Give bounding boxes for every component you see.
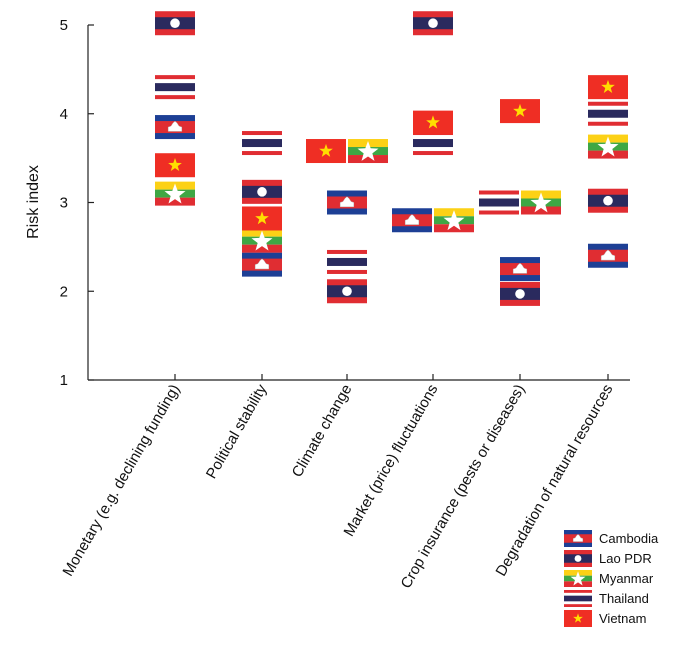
legend-flag-myanmar-icon xyxy=(564,570,592,587)
y-tick-label: 4 xyxy=(60,106,68,123)
y-tick-label: 3 xyxy=(60,195,68,212)
legend-item: Thailand xyxy=(564,590,649,607)
legend-item: Myanmar xyxy=(564,570,654,587)
flag-marker-laos xyxy=(588,188,628,213)
y-axis: 1 2 3 4 5 xyxy=(60,17,94,389)
flag-marker-vietnam xyxy=(588,75,628,100)
flag-marker-cambodia xyxy=(392,208,432,233)
flag-marker-cambodia xyxy=(588,243,628,268)
legend-label: Vietnam xyxy=(599,611,646,626)
y-axis-title: Risk index xyxy=(25,165,42,239)
flag-marker-thailand xyxy=(242,131,282,156)
legend-item: Lao PDR xyxy=(564,550,652,567)
x-category-label: Market (price) fluctuations xyxy=(340,382,441,540)
legend-item: Vietnam xyxy=(564,610,646,627)
legend: Cambodia Lao PDR Myanmar Thailand Vietnam xyxy=(564,530,659,627)
legend-flag-laos-icon xyxy=(564,550,592,567)
flag-marker-myanmar xyxy=(588,134,628,159)
flag-marker-laos xyxy=(413,11,453,36)
flag-marker-vietnam xyxy=(242,206,282,231)
flag-marker-vietnam xyxy=(413,110,453,135)
flag-marker-vietnam xyxy=(306,139,346,164)
x-category-label: Climate change xyxy=(289,382,356,481)
flag-marker-cambodia xyxy=(500,257,540,282)
flag-marker-thailand xyxy=(479,190,519,215)
legend-label: Cambodia xyxy=(599,531,659,546)
legend-flag-vietnam-icon xyxy=(564,610,592,627)
flag-markers xyxy=(155,11,628,306)
legend-flag-thailand-icon xyxy=(564,590,592,607)
x-category-label: Monetary (e.g. declining funding) xyxy=(60,382,184,580)
legend-label: Thailand xyxy=(599,591,649,606)
legend-flag-cambodia-icon xyxy=(564,530,592,547)
flag-marker-laos xyxy=(242,179,282,204)
flag-marker-cambodia xyxy=(242,252,282,277)
flag-marker-vietnam xyxy=(500,99,540,124)
flag-marker-thailand xyxy=(588,101,628,126)
y-tick-label: 1 xyxy=(60,372,68,389)
flag-marker-vietnam xyxy=(155,153,195,178)
flag-marker-thailand xyxy=(413,131,453,156)
legend-label: Myanmar xyxy=(599,571,654,586)
flag-marker-myanmar xyxy=(434,208,474,233)
y-tick-label: 2 xyxy=(60,283,68,300)
flag-marker-laos xyxy=(155,11,195,36)
flag-marker-cambodia xyxy=(327,190,367,215)
flag-marker-myanmar xyxy=(348,139,388,164)
flag-marker-laos xyxy=(500,281,540,306)
flag-marker-laos xyxy=(327,279,367,304)
flag-marker-cambodia xyxy=(155,115,195,140)
flag-marker-myanmar xyxy=(521,190,561,215)
y-tick-label: 5 xyxy=(60,17,68,34)
x-category-label: Political stability xyxy=(203,381,271,482)
legend-item: Cambodia xyxy=(564,530,659,547)
x-axis: Monetary (e.g. declining funding) Politic… xyxy=(60,374,630,591)
flag-marker-thailand xyxy=(155,75,195,100)
flag-marker-thailand xyxy=(327,249,367,274)
flag-marker-myanmar xyxy=(242,228,282,253)
legend-label: Lao PDR xyxy=(599,551,652,566)
flag-marker-myanmar xyxy=(155,181,195,206)
